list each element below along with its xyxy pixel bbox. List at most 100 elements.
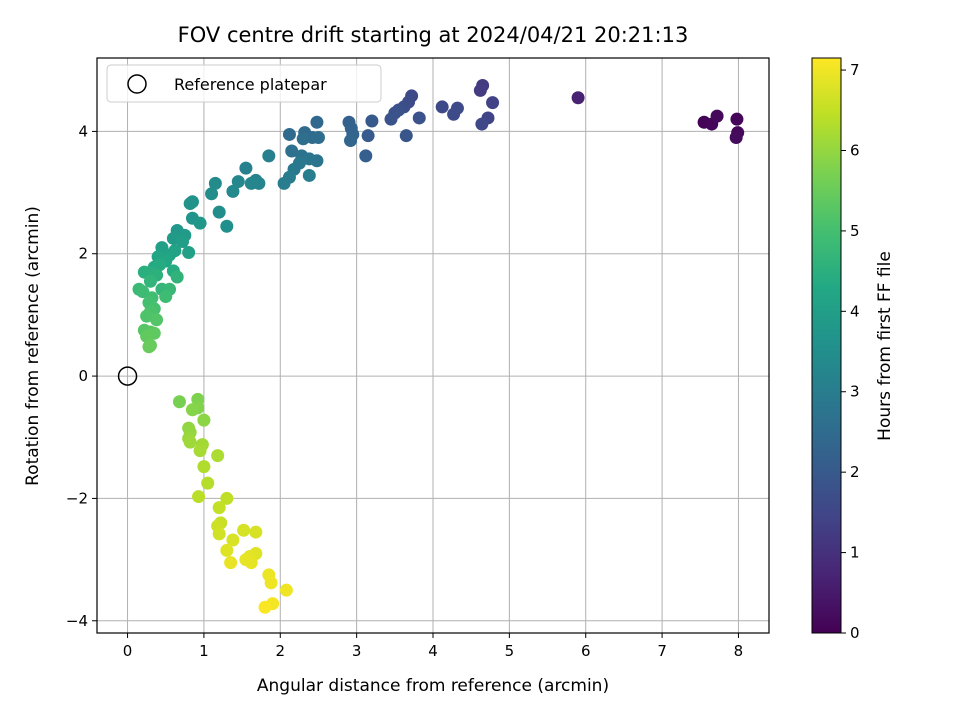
data-point <box>262 149 276 163</box>
x-tick-label: 3 <box>352 642 362 660</box>
data-point <box>258 600 272 614</box>
data-point <box>220 491 234 505</box>
colorbar-ticks: 0 1 2 3 4 5 6 7 <box>841 61 860 642</box>
data-point <box>710 109 724 123</box>
data-point <box>729 131 743 145</box>
x-tick-label: 4 <box>428 642 438 660</box>
x-tick-label: 5 <box>505 642 515 660</box>
data-point <box>473 83 487 97</box>
colorbar-tick-label: 4 <box>850 302 860 320</box>
data-point <box>244 176 258 190</box>
data-point <box>244 556 258 570</box>
x-tick-label: 8 <box>734 642 744 660</box>
data-point <box>384 112 398 126</box>
data-point <box>159 290 173 304</box>
x-tick-label: 2 <box>275 642 285 660</box>
data-point <box>185 403 199 417</box>
colorbar-tick-label: 5 <box>850 222 860 240</box>
data-point <box>150 313 164 327</box>
data-point <box>399 129 413 143</box>
colorbar-tick-label: 1 <box>850 544 860 562</box>
y-tick-label: 4 <box>78 122 88 140</box>
data-point <box>193 444 207 458</box>
data-point <box>176 235 190 249</box>
y-tick-label: −4 <box>66 612 88 630</box>
data-point <box>344 134 358 148</box>
x-tick-label: 1 <box>199 642 209 660</box>
data-point <box>226 533 240 547</box>
colorbar-tick-label: 2 <box>850 463 860 481</box>
data-point <box>237 523 251 537</box>
data-point <box>239 161 253 175</box>
data-point <box>231 175 245 189</box>
y-tick-label: 2 <box>78 245 88 263</box>
data-point <box>220 219 234 233</box>
data-point <box>310 115 324 129</box>
x-tick-label: 6 <box>581 642 591 660</box>
data-point <box>282 127 296 141</box>
data-point <box>296 132 310 146</box>
data-point <box>211 449 225 463</box>
data-point <box>412 111 426 125</box>
colorbar-tick-label: 3 <box>850 383 860 401</box>
legend-marker <box>127 74 147 94</box>
legend-label: Reference platepar <box>174 75 327 94</box>
chart-title: FOV centre drift starting at 2024/04/21 … <box>178 23 689 47</box>
data-point <box>136 285 150 299</box>
data-point <box>172 395 186 409</box>
data-point <box>201 476 215 490</box>
data-point <box>137 265 151 279</box>
legend: Reference platepar <box>106 64 382 103</box>
colorbar <box>811 57 842 634</box>
data-point <box>142 340 156 354</box>
x-tick-label: 0 <box>123 642 133 660</box>
data-point <box>212 205 226 219</box>
grid <box>97 58 769 633</box>
data-point <box>182 246 196 260</box>
data-point <box>311 131 325 145</box>
x-axis-label: Angular distance from reference (arcmin) <box>257 676 609 696</box>
reference-marker <box>117 366 138 386</box>
colorbar-tick-label: 6 <box>850 141 860 159</box>
data-point <box>475 117 489 131</box>
data-point <box>205 187 219 201</box>
data-point <box>183 435 197 449</box>
data-point <box>212 527 226 541</box>
data-point <box>361 129 375 143</box>
data-point <box>730 112 744 126</box>
data-point <box>249 525 263 539</box>
data-point <box>486 96 500 110</box>
data-point <box>208 176 222 190</box>
data-point <box>226 184 240 198</box>
data-point <box>170 270 184 284</box>
data-point <box>279 583 293 597</box>
data-point <box>277 176 291 190</box>
scatter-points <box>132 79 745 614</box>
data-point <box>192 490 206 504</box>
data-point <box>264 576 278 590</box>
y-tick-label: −2 <box>66 489 88 507</box>
data-point <box>302 152 316 166</box>
data-point <box>140 309 154 323</box>
data-point <box>197 460 211 474</box>
data-point <box>153 258 167 272</box>
data-point <box>224 556 238 570</box>
data-point <box>220 543 234 557</box>
data-point <box>359 149 373 163</box>
x-tick-label: 7 <box>657 642 667 660</box>
x-axis-ticks: 0 1 2 3 4 5 6 7 8 <box>123 633 743 660</box>
data-point <box>143 274 157 288</box>
y-axis-label: Rotation from reference (arcmin) <box>23 206 43 486</box>
colorbar-tick-label: 7 <box>850 61 860 79</box>
data-point <box>197 413 211 427</box>
y-axis-ticks: −4 −2 0 2 4 <box>66 122 97 630</box>
data-point <box>571 91 585 105</box>
data-point <box>183 197 197 211</box>
y-tick-label: 0 <box>78 367 88 385</box>
data-point <box>302 168 316 182</box>
data-point <box>212 501 226 515</box>
colorbar-label: Hours from first FF file <box>875 251 895 441</box>
data-point <box>435 100 449 114</box>
data-point <box>285 144 299 158</box>
